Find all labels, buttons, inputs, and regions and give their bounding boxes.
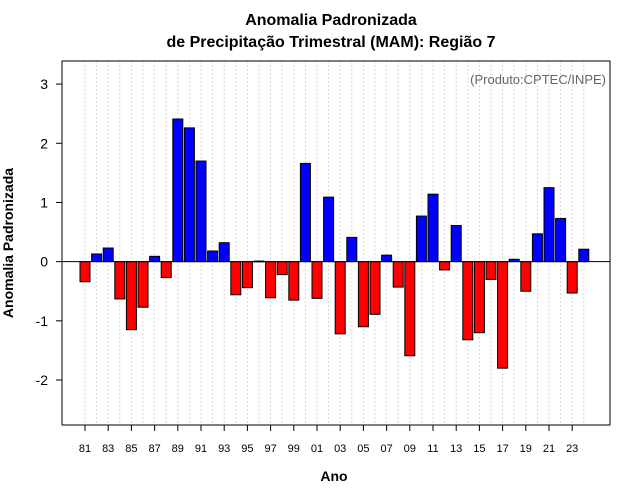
- chart-title-line2: de Precipitação Trimestral (MAM): Região…: [167, 34, 496, 51]
- bar-99: [288, 261, 300, 301]
- x-tick-label: 21: [543, 443, 555, 455]
- bar-89: [172, 118, 184, 263]
- bar-17: [497, 261, 509, 369]
- x-tick-label: 89: [172, 443, 184, 455]
- bar-00: [299, 162, 311, 263]
- bar-24: [578, 248, 590, 263]
- bar-16: [485, 261, 497, 280]
- y-tick-label: 1: [40, 194, 48, 210]
- bar-90: [183, 127, 195, 263]
- bar-97: [265, 261, 277, 299]
- bar-19: [520, 261, 532, 292]
- bar-87: [149, 255, 161, 263]
- x-tick-label: 95: [241, 443, 253, 455]
- y-axis-label: Anomalia Padronizada: [0, 168, 16, 318]
- bar-03: [334, 261, 346, 335]
- bar-95: [241, 261, 253, 289]
- bar-82: [91, 253, 103, 263]
- bar-92: [207, 250, 219, 263]
- x-tick-label: 97: [264, 443, 276, 455]
- chart-title-line1: Anomalia Padronizada: [245, 12, 417, 29]
- bar-21: [543, 187, 555, 263]
- bar-81: [79, 261, 91, 283]
- x-tick-label: 15: [473, 443, 485, 455]
- x-tick-label: 85: [125, 443, 137, 455]
- x-tick-label: 81: [79, 443, 91, 455]
- x-tick-label: 23: [566, 443, 578, 455]
- bar-11: [427, 193, 439, 263]
- bar-86: [137, 261, 149, 308]
- bar-23: [566, 261, 578, 294]
- x-tick-label: 91: [195, 443, 207, 455]
- bar-09: [404, 261, 416, 357]
- y-tick-label: -1: [36, 313, 49, 329]
- y-axis: -2 -1 0 1 2 3: [36, 76, 62, 388]
- bar-12: [439, 261, 451, 271]
- bar-02: [323, 196, 335, 263]
- x-tick-label: 09: [404, 443, 416, 455]
- bar-13: [450, 225, 462, 263]
- bar-94: [230, 261, 242, 296]
- x-tick-label: 17: [496, 443, 508, 455]
- bar-85: [125, 261, 137, 331]
- y-tick-label: 2: [40, 135, 48, 151]
- x-tick-label: 13: [450, 443, 462, 455]
- bar-22: [555, 217, 567, 263]
- bar-07: [381, 254, 393, 263]
- x-tick-label: 19: [520, 443, 532, 455]
- bar-91: [195, 160, 207, 263]
- bar-10: [415, 215, 427, 263]
- y-tick-label: 0: [40, 254, 48, 270]
- bar-06: [369, 261, 381, 315]
- x-tick-label: 99: [288, 443, 300, 455]
- bar-04: [346, 236, 358, 263]
- x-tick-label: 87: [148, 443, 160, 455]
- bar-98: [276, 261, 288, 276]
- x-tick-label: 03: [334, 443, 346, 455]
- bar-88: [160, 261, 172, 279]
- credit-label: (Produto:CPTEC/INPE): [470, 72, 606, 87]
- x-tick-label: 83: [102, 443, 114, 455]
- plot-frame: [61, 60, 611, 426]
- bar-14: [462, 261, 474, 341]
- bar-15: [473, 261, 485, 334]
- x-axis-label: Ano: [320, 468, 347, 484]
- y-tick-label: -2: [36, 372, 49, 388]
- bar-93: [218, 242, 230, 263]
- x-tick-label: 07: [380, 443, 392, 455]
- x-tick-label: 05: [357, 443, 369, 455]
- x-tick-label: 93: [218, 443, 230, 455]
- bar-08: [392, 261, 404, 288]
- bar-05: [357, 261, 369, 328]
- y-tick-label: 3: [40, 76, 48, 92]
- x-tick-label: 11: [427, 443, 438, 455]
- bar-83: [102, 247, 114, 263]
- bar-20: [531, 233, 543, 263]
- bar-01: [311, 261, 323, 299]
- bars: [79, 118, 590, 369]
- x-axis: 81 83 85 87 89 91 93 95 97 99 01 03 05 07 09 11 13 15 17 19…: [79, 425, 578, 455]
- x-tick-label: 01: [311, 443, 323, 455]
- bar-84: [114, 261, 126, 300]
- grid-lines: [84, 61, 585, 425]
